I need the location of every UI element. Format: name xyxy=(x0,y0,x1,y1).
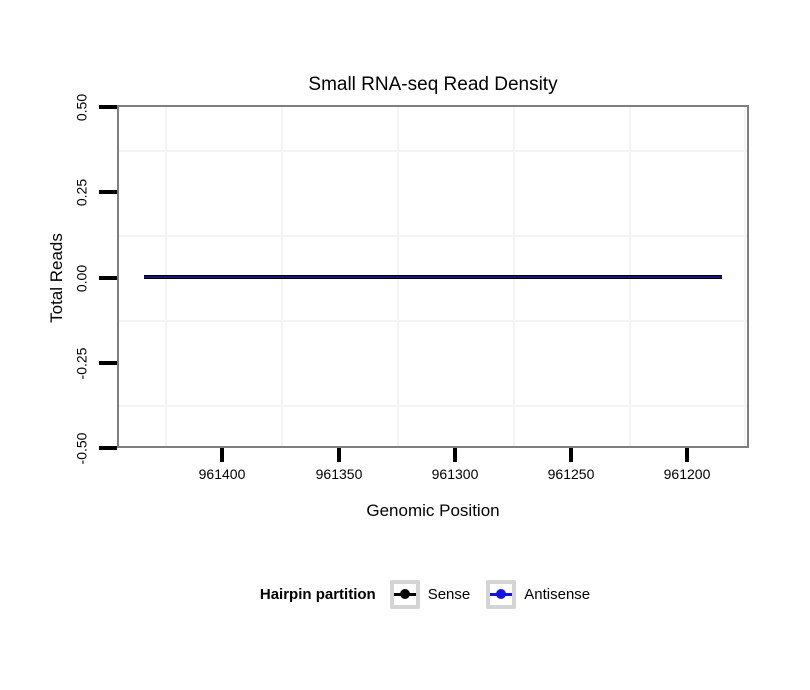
x-axis-title: Genomic Position xyxy=(366,501,500,520)
legend: Hairpin partition Sense Antisense xyxy=(28,577,810,611)
x-tick-label: 961200 xyxy=(663,466,711,482)
gridline-horizontal xyxy=(119,150,747,152)
y-tick-label: 0.50 xyxy=(73,93,90,122)
x-tick xyxy=(220,448,224,462)
gridline-horizontal xyxy=(119,405,747,407)
y-tick xyxy=(99,105,117,109)
chart-title: Small RNA-seq Read Density xyxy=(308,74,558,95)
gridline-horizontal xyxy=(119,235,747,237)
legend-key-sense xyxy=(389,579,420,609)
y-axis-title: Total Reads xyxy=(47,233,66,323)
x-tick-label: 961350 xyxy=(315,466,363,482)
legend-label-antisense: Antisense xyxy=(524,585,591,603)
x-tick-label: 961400 xyxy=(198,466,246,482)
y-tick xyxy=(99,276,117,280)
y-tick-label: 0.00 xyxy=(73,264,90,293)
gridline-horizontal xyxy=(119,320,747,322)
x-tick xyxy=(685,448,689,462)
antisense-dot-icon xyxy=(496,588,507,599)
y-tick xyxy=(99,190,117,194)
sense-dot-icon xyxy=(399,588,410,599)
y-tick xyxy=(99,446,117,450)
y-tick-label: 0.25 xyxy=(73,178,90,207)
legend-title: Hairpin partition xyxy=(259,585,376,603)
gridline-vertical xyxy=(744,107,746,446)
y-tick-label: -0.50 xyxy=(73,432,90,465)
x-tick xyxy=(337,448,341,462)
legend-key-antisense xyxy=(486,579,517,609)
x-tick-label: 961300 xyxy=(431,466,479,482)
x-tick xyxy=(569,448,573,462)
series-line-sense-antisense-overlap xyxy=(144,275,722,279)
legend-label-sense: Sense xyxy=(427,585,471,603)
y-tick xyxy=(99,361,117,365)
plot-panel xyxy=(117,105,749,448)
x-tick-label: 961250 xyxy=(547,466,595,482)
y-tick-label: -0.25 xyxy=(73,347,90,380)
x-tick xyxy=(453,448,457,462)
